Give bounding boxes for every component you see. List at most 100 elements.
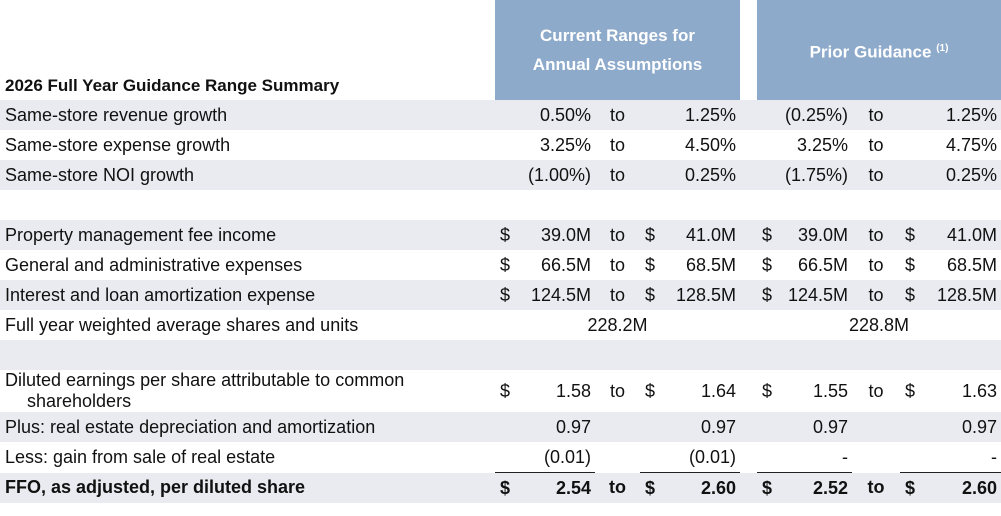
range-sep	[595, 412, 640, 442]
currency	[640, 100, 660, 130]
gap	[740, 250, 757, 280]
spacer-cell	[0, 190, 1001, 220]
low-value: -	[782, 442, 852, 473]
high-value: -	[920, 442, 1001, 473]
row-label: Same-store NOI growth	[0, 160, 495, 190]
high-value: 128.5M	[660, 280, 740, 310]
low-value: 2.54	[520, 472, 595, 503]
currency: $	[495, 280, 520, 310]
high-value: 2.60	[920, 472, 1001, 503]
low-value: 124.5M	[782, 280, 852, 310]
currency: $	[640, 472, 660, 503]
range-sep	[595, 442, 640, 473]
data-row: Less: gain from sale of real estate (0.01…	[0, 442, 1001, 473]
currency	[757, 100, 782, 130]
range-sep: to	[595, 280, 640, 310]
prior-header: Prior Guidance (1)	[757, 0, 1001, 100]
currency: $	[640, 220, 660, 250]
low-value: 2.52	[782, 472, 852, 503]
currency: $	[757, 280, 782, 310]
low-value: 1.58	[555, 380, 591, 401]
prior-note: (1)	[936, 42, 949, 54]
currency: $	[900, 280, 920, 310]
range-sep: to	[868, 254, 884, 275]
currency	[900, 100, 920, 130]
gap	[740, 310, 757, 340]
high-value: (0.01)	[660, 442, 740, 473]
currency	[757, 160, 782, 190]
low-value: 124.5M	[520, 280, 595, 310]
range-sep: to	[595, 472, 640, 503]
currency	[757, 412, 782, 442]
currency	[640, 442, 660, 473]
range-sep: to	[852, 160, 900, 190]
low-value: 39.0M	[520, 220, 595, 250]
gap	[740, 280, 757, 310]
high-value: 1.64	[700, 380, 736, 401]
gap	[740, 472, 757, 503]
currency: $	[905, 380, 916, 401]
table-title: 2026 Full Year Guidance Range Summary	[5, 76, 340, 95]
current-header-text: Current Ranges for Annual Assumptions	[532, 26, 703, 74]
range-sep: to	[595, 160, 640, 190]
currency: $	[900, 472, 920, 503]
header-row: 2026 Full Year Guidance Range Summary Cu…	[0, 0, 1001, 100]
data-row: Full year weighted average shares and un…	[0, 310, 1001, 340]
range-sep	[852, 412, 900, 442]
low-value: 39.0M	[782, 220, 852, 250]
high-value: 41.0M	[660, 220, 740, 250]
high-value: 0.25%	[660, 160, 740, 190]
spacer-row	[0, 340, 1001, 370]
high-value: 1.25%	[920, 100, 1001, 130]
data-row: Diluted earnings per share attributable …	[0, 370, 1001, 412]
high-value: 68.5M	[946, 254, 998, 275]
currency: $	[762, 380, 773, 401]
low-value: (1.00%)	[520, 160, 595, 190]
currency	[900, 412, 920, 442]
high-value: 0.97	[920, 412, 1001, 442]
row-label-line: Diluted earnings per share attributable …	[5, 370, 405, 390]
row-label: Diluted earnings per share attributable …	[0, 370, 495, 412]
low-value: (0.01)	[520, 442, 595, 473]
high-value: 1.63	[961, 380, 998, 401]
row-label-line: shareholders	[27, 391, 132, 411]
data-row: Interest and loan amortization expense $1…	[0, 280, 1001, 310]
range-sep: to	[852, 280, 900, 310]
data-row: Same-store NOI growth (1.00%) to 0.25% (1.75…	[0, 160, 1001, 190]
currency: $	[757, 472, 782, 503]
row-label: Less: gain from sale of real estate	[5, 446, 276, 467]
range-sep: to	[852, 220, 900, 250]
low-value: 0.97	[782, 412, 852, 442]
high-value: 4.75%	[945, 134, 998, 155]
gap	[740, 0, 757, 100]
gap	[740, 220, 757, 250]
data-row: Property management fee income $39.0M to $4…	[0, 220, 1001, 250]
single-value: 228.2M	[587, 314, 648, 335]
low-value: 3.25%	[796, 134, 848, 155]
currency: $	[757, 220, 782, 250]
data-row: General and administrative expenses $66.5…	[0, 250, 1001, 280]
currency	[757, 442, 782, 473]
prior-header-text: Prior Guidance	[809, 42, 932, 62]
low-value: 0.97	[520, 412, 595, 442]
table-body: Same-store revenue growth 0.50% to 1.25% (0.…	[0, 100, 1001, 503]
currency	[900, 160, 920, 190]
currency: $	[640, 280, 660, 310]
gap	[740, 100, 757, 130]
data-row: Same-store expense growth 3.25% to 4.50% 3.2…	[0, 130, 1001, 160]
row-label: Same-store expense growth	[5, 134, 231, 155]
currency: $	[645, 380, 656, 401]
high-value: 0.25%	[920, 160, 1001, 190]
range-sep: to	[852, 100, 900, 130]
gap	[740, 370, 757, 412]
currency: $	[500, 380, 511, 401]
range-sep: to	[609, 380, 625, 401]
row-label: Full year weighted average shares and un…	[5, 314, 359, 335]
high-value: 2.60	[660, 472, 740, 503]
low-value: (1.75%)	[782, 160, 852, 190]
currency	[495, 130, 520, 160]
currency: $	[645, 254, 656, 275]
single-value: 228.8M	[848, 314, 910, 335]
gap	[740, 160, 757, 190]
